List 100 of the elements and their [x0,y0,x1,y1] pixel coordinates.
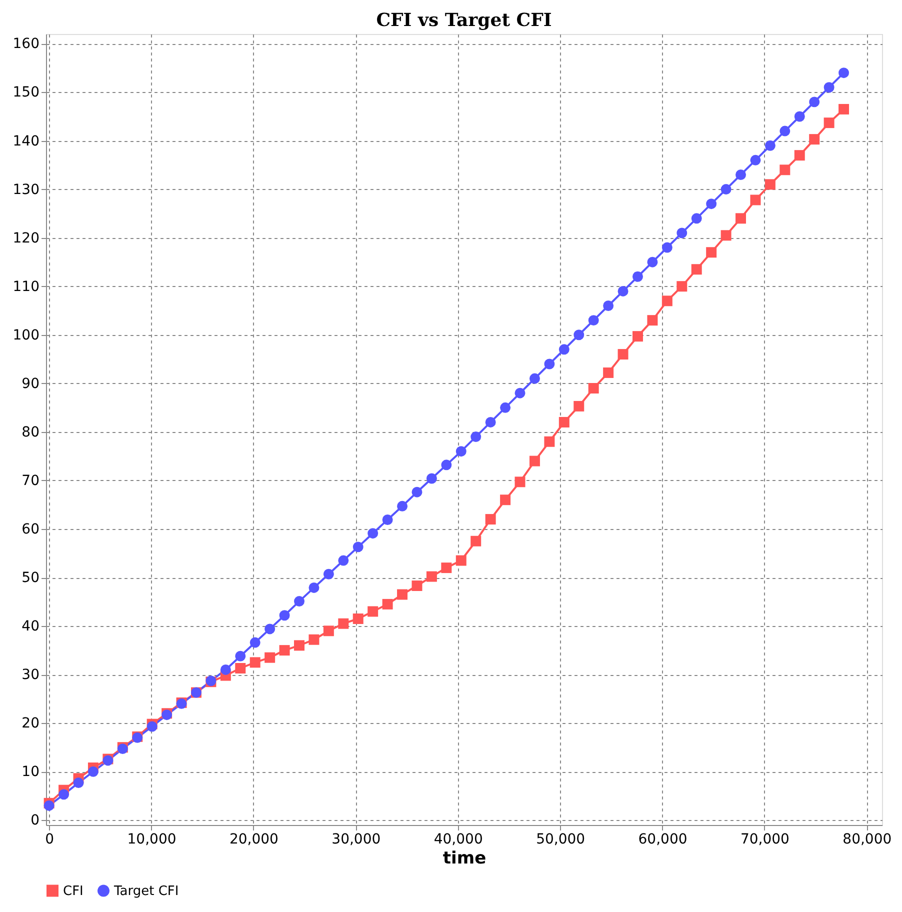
y-tick-label: 10 [22,764,40,780]
point [824,82,834,93]
point [264,624,276,634]
point [662,296,672,306]
point [500,494,511,506]
point [824,118,834,128]
chart-title: CFI vs Target CFI [376,10,552,31]
point [809,96,820,108]
point [794,150,805,161]
y-tick-label: 30 [22,667,40,684]
y-tick-label: 0 [30,812,40,829]
point [838,68,850,78]
point [441,562,452,574]
point [750,194,761,206]
point [397,500,408,512]
point [412,580,422,592]
point [544,436,555,447]
point [88,766,98,777]
y-tick-label: 90 [22,376,40,392]
point [780,164,790,176]
point [441,460,452,470]
point [368,528,378,539]
point [220,664,231,675]
point [456,555,466,566]
point [352,614,364,624]
x-tick-label: 60,000 [638,832,688,848]
point [368,606,378,617]
x-tick-label: 10,000 [127,832,176,848]
point [323,626,334,636]
point [264,652,276,663]
point [706,247,717,258]
point [764,179,776,190]
y-tick-label: 80 [22,424,40,440]
y-tick-label: 50 [22,570,40,586]
point [809,134,820,145]
point [676,281,688,292]
point [764,140,776,151]
point [382,514,393,525]
point [146,721,158,732]
point [412,486,422,498]
point [397,589,408,600]
point [323,568,334,580]
y-tick-label: 20 [22,716,40,732]
x-axis-title: time [442,848,486,868]
point [294,596,304,607]
point [736,169,746,180]
point [294,640,304,651]
point [514,476,526,488]
point [58,789,70,800]
point [250,637,260,648]
x-tick-label: 30,000 [332,832,381,848]
point [514,388,526,398]
point [470,432,482,442]
y-tick-label: 130 [12,182,40,198]
point [750,154,761,166]
y-tick-label: 70 [22,472,40,489]
point [426,473,437,484]
point [691,213,702,224]
point [603,300,614,311]
point [780,126,790,136]
point [235,650,246,662]
point [603,367,614,378]
point [352,542,364,552]
point [662,242,672,253]
point [544,358,555,370]
point [691,264,702,275]
point [338,555,349,566]
x-tick-label: 80,000 [842,832,892,848]
x-tick-label: 0 [45,832,54,848]
y-tick-label: 120 [12,230,40,246]
legend-label: CFI [63,884,84,899]
point [588,383,599,394]
y-tick-label: 150 [12,84,40,101]
point [73,778,84,788]
y-tick-label: 110 [12,278,40,295]
point [574,400,584,412]
point [308,582,320,593]
point [426,571,437,582]
point [676,228,688,238]
x-tick-label: 20,000 [229,832,278,848]
point [529,373,540,384]
y-tick-label: 60 [22,521,40,538]
point [470,536,482,546]
y-tick-label: 160 [12,36,40,52]
point [632,271,643,282]
point [838,104,850,114]
point [706,198,717,210]
point [44,800,54,811]
y-tick-label: 140 [12,133,40,150]
point [382,598,393,610]
point [647,315,658,326]
point [529,456,540,466]
point [736,213,746,224]
point [456,446,466,457]
point [338,618,349,629]
point [618,349,628,360]
y-tick-label: 40 [22,618,40,635]
point [279,645,290,656]
point [308,634,320,645]
x-tick-label: 40,000 [434,832,483,848]
